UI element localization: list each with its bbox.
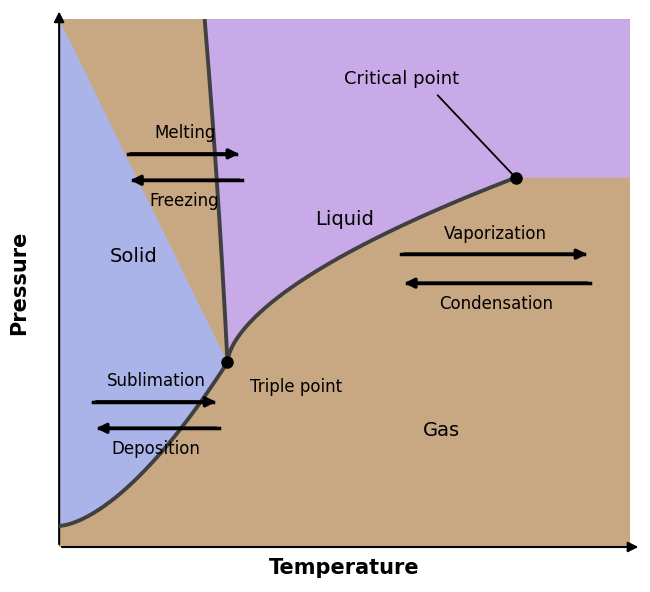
Polygon shape (59, 20, 228, 526)
Polygon shape (205, 20, 630, 362)
Text: Sublimation: Sublimation (107, 372, 205, 390)
Text: Gas: Gas (423, 422, 460, 440)
Text: Liquid: Liquid (315, 210, 374, 229)
Text: Deposition: Deposition (112, 440, 201, 458)
Text: Freezing: Freezing (150, 192, 220, 210)
Text: Solid: Solid (109, 247, 157, 266)
Text: Pressure: Pressure (9, 231, 29, 335)
Text: Critical point: Critical point (344, 70, 459, 88)
Text: Condensation: Condensation (439, 295, 552, 313)
Text: Vaporization: Vaporization (444, 224, 547, 243)
Text: Melting: Melting (154, 124, 215, 142)
Text: Triple point: Triple point (250, 378, 343, 396)
X-axis label: Temperature: Temperature (269, 558, 420, 578)
